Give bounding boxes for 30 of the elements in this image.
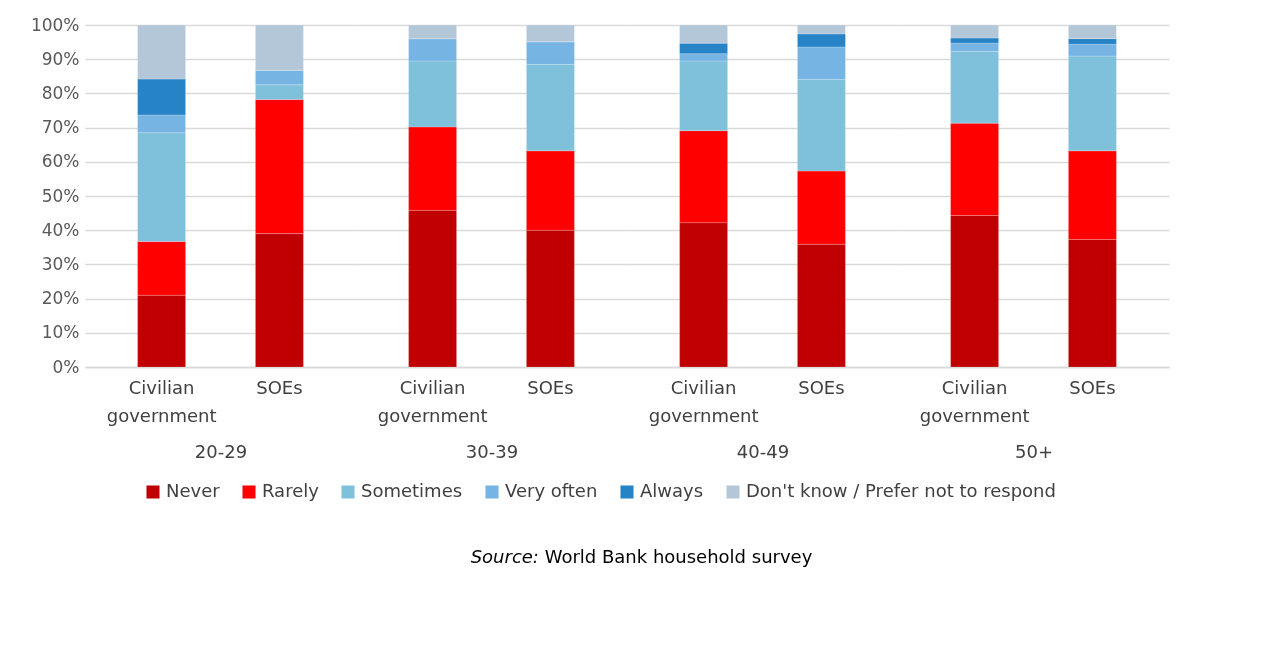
x-axis-title: 40-49	[736, 440, 790, 462]
y-tick-label: 0%	[52, 356, 80, 377]
y-tick-label: 10%	[41, 322, 80, 343]
y-tick-label: 90%	[41, 48, 80, 69]
legend-label: Always	[640, 480, 704, 501]
legend-label: Very often	[505, 480, 598, 501]
x-axis-title: 30-39	[465, 440, 519, 462]
y-tick-label: 100%	[30, 14, 80, 35]
y-tick-label: 50%	[41, 185, 80, 206]
legend-label: Don't know / Prefer not to respond	[746, 480, 1056, 501]
x-tick-label: SOEs	[527, 376, 574, 398]
y-tick-label: 30%	[41, 253, 80, 274]
y-tick-label: 70%	[41, 117, 80, 138]
x-tick-label: Civilian government	[106, 376, 217, 426]
x-tick-label: Civilian government	[648, 376, 759, 426]
legend-label: Rarely	[262, 480, 320, 501]
legend-label: Never	[166, 480, 221, 501]
x-tick-label: SOEs	[256, 376, 303, 398]
y-tick-label: 40%	[41, 219, 80, 240]
x-tick-label: Civilian government	[377, 376, 488, 426]
y-tick-label: 20%	[41, 288, 80, 309]
x-tick-label: SOEs	[1069, 376, 1116, 398]
x-axis-title: 50+	[1015, 440, 1053, 462]
x-tick-label: SOEs	[798, 376, 845, 398]
x-tick-label: Civilian government	[919, 376, 1030, 426]
x-axis-title: 20-29	[194, 440, 248, 462]
y-tick-label: 80%	[41, 82, 80, 103]
legend-label: Sometimes	[361, 480, 463, 501]
source-note: Source: World Bank household survey	[469, 546, 814, 567]
y-tick-label: 60%	[41, 151, 80, 172]
